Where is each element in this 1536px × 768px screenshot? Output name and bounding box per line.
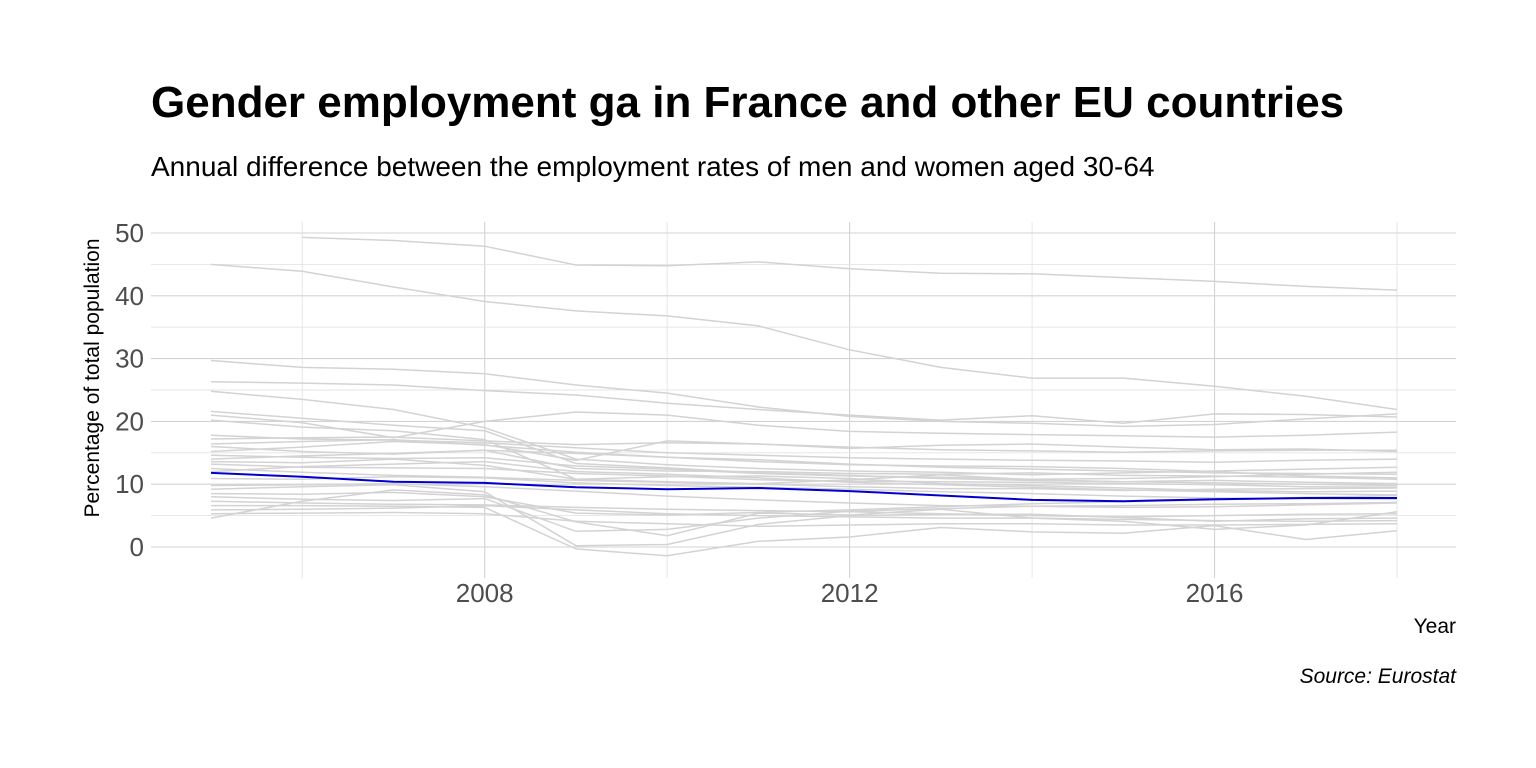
- y-tick-label: 20: [115, 406, 144, 436]
- country-line: [302, 236, 1398, 291]
- y-tick-label: 10: [115, 469, 144, 499]
- country-line: [210, 458, 1398, 485]
- country-line: [210, 482, 1398, 509]
- country-line: [210, 504, 1398, 523]
- country-line: [210, 454, 1398, 480]
- x-tick-label: 2016: [1186, 578, 1244, 608]
- x-axis-title: Year: [1414, 615, 1456, 638]
- y-tick-label: 50: [115, 218, 144, 248]
- x-axis-ticks: 2008 2012 2016: [456, 578, 1244, 608]
- country-line: [210, 511, 1398, 528]
- country-line: [210, 438, 1398, 475]
- y-tick-label: 0: [130, 532, 144, 562]
- country-line: [210, 500, 1398, 518]
- country-line: [211, 504, 1398, 557]
- chart-title: Gender employment ga in France and other…: [151, 78, 1344, 127]
- y-axis-title: Percentage of total population: [81, 238, 104, 517]
- country-line: [210, 467, 1398, 492]
- country-line: [210, 359, 1398, 428]
- chart-subtitle: Annual difference between the employment…: [151, 151, 1154, 182]
- france-line: [210, 471, 1397, 503]
- x-tick-label: 2008: [456, 578, 514, 608]
- country-lines: [210, 236, 1398, 557]
- country-line: [210, 411, 1398, 439]
- chart-caption: Source: Eurostat: [1300, 665, 1458, 688]
- country-line: [210, 460, 1398, 496]
- country-line: [210, 449, 1398, 480]
- france-line-group: [210, 471, 1397, 503]
- y-tick-label: 40: [115, 281, 144, 311]
- grid: [151, 222, 1456, 578]
- y-axis-ticks: 0 10 20 30 40 50: [115, 218, 144, 562]
- y-tick-label: 30: [115, 344, 144, 374]
- country-line: [210, 440, 1398, 462]
- x-tick-label: 2012: [821, 578, 879, 608]
- country-line: [210, 475, 1398, 501]
- country-line: [210, 489, 1398, 537]
- country-line: [210, 381, 1398, 425]
- country-line: [210, 263, 1398, 411]
